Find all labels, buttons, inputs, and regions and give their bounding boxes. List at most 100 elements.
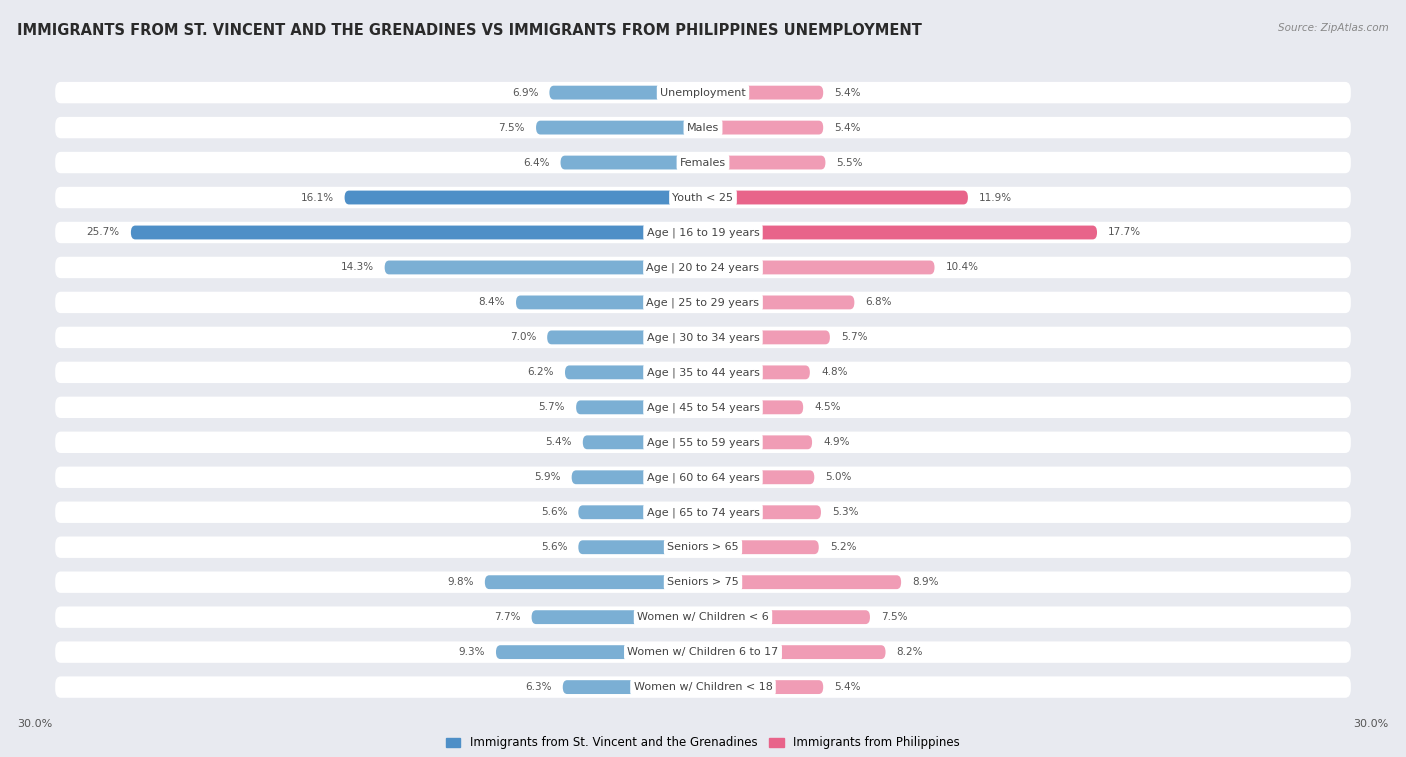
Text: 5.4%: 5.4% (834, 682, 860, 692)
FancyBboxPatch shape (496, 645, 703, 659)
Text: 5.2%: 5.2% (830, 542, 856, 552)
FancyBboxPatch shape (703, 191, 967, 204)
Text: 14.3%: 14.3% (340, 263, 374, 273)
Legend: Immigrants from St. Vincent and the Grenadines, Immigrants from Philippines: Immigrants from St. Vincent and the Gren… (441, 731, 965, 754)
FancyBboxPatch shape (485, 575, 703, 589)
Text: 9.3%: 9.3% (458, 647, 485, 657)
FancyBboxPatch shape (582, 435, 703, 449)
FancyBboxPatch shape (572, 470, 703, 484)
Text: Males: Males (688, 123, 718, 132)
FancyBboxPatch shape (550, 86, 703, 99)
FancyBboxPatch shape (703, 610, 870, 624)
Text: Age | 45 to 54 years: Age | 45 to 54 years (647, 402, 759, 413)
Text: Women w/ Children < 18: Women w/ Children < 18 (634, 682, 772, 692)
FancyBboxPatch shape (55, 327, 1351, 348)
FancyBboxPatch shape (561, 156, 703, 170)
Text: Age | 55 to 59 years: Age | 55 to 59 years (647, 437, 759, 447)
FancyBboxPatch shape (578, 506, 703, 519)
FancyBboxPatch shape (385, 260, 703, 274)
FancyBboxPatch shape (703, 226, 1097, 239)
FancyBboxPatch shape (547, 331, 703, 344)
Text: 7.7%: 7.7% (494, 612, 520, 622)
FancyBboxPatch shape (703, 435, 813, 449)
FancyBboxPatch shape (55, 291, 1351, 313)
Text: 4.9%: 4.9% (823, 438, 849, 447)
FancyBboxPatch shape (703, 645, 886, 659)
FancyBboxPatch shape (55, 362, 1351, 383)
Text: 6.8%: 6.8% (866, 298, 891, 307)
FancyBboxPatch shape (55, 431, 1351, 453)
Text: 5.6%: 5.6% (541, 542, 567, 552)
FancyBboxPatch shape (55, 152, 1351, 173)
FancyBboxPatch shape (55, 572, 1351, 593)
Text: Unemployment: Unemployment (661, 88, 745, 98)
FancyBboxPatch shape (703, 540, 818, 554)
Text: 5.5%: 5.5% (837, 157, 863, 167)
FancyBboxPatch shape (55, 82, 1351, 103)
FancyBboxPatch shape (55, 222, 1351, 243)
FancyBboxPatch shape (55, 187, 1351, 208)
Text: Age | 16 to 19 years: Age | 16 to 19 years (647, 227, 759, 238)
Text: Females: Females (681, 157, 725, 167)
Text: 6.3%: 6.3% (524, 682, 551, 692)
FancyBboxPatch shape (55, 502, 1351, 523)
Text: Age | 30 to 34 years: Age | 30 to 34 years (647, 332, 759, 343)
FancyBboxPatch shape (576, 400, 703, 414)
Text: 5.4%: 5.4% (546, 438, 572, 447)
Text: 16.1%: 16.1% (301, 192, 333, 203)
Text: 8.4%: 8.4% (478, 298, 505, 307)
FancyBboxPatch shape (703, 86, 823, 99)
Text: Source: ZipAtlas.com: Source: ZipAtlas.com (1278, 23, 1389, 33)
FancyBboxPatch shape (703, 260, 935, 274)
Text: 8.2%: 8.2% (897, 647, 924, 657)
Text: Seniors > 65: Seniors > 65 (668, 542, 738, 552)
Text: 11.9%: 11.9% (979, 192, 1012, 203)
Text: 5.3%: 5.3% (832, 507, 859, 517)
Text: 5.4%: 5.4% (834, 88, 860, 98)
FancyBboxPatch shape (55, 677, 1351, 698)
FancyBboxPatch shape (703, 156, 825, 170)
Text: 7.0%: 7.0% (509, 332, 536, 342)
Text: 25.7%: 25.7% (87, 228, 120, 238)
FancyBboxPatch shape (565, 366, 703, 379)
FancyBboxPatch shape (531, 610, 703, 624)
FancyBboxPatch shape (516, 295, 703, 310)
FancyBboxPatch shape (703, 575, 901, 589)
FancyBboxPatch shape (703, 366, 810, 379)
Text: 6.4%: 6.4% (523, 157, 550, 167)
FancyBboxPatch shape (55, 466, 1351, 488)
FancyBboxPatch shape (703, 331, 830, 344)
Text: Age | 20 to 24 years: Age | 20 to 24 years (647, 262, 759, 273)
Text: 6.9%: 6.9% (512, 88, 538, 98)
Text: 8.9%: 8.9% (912, 577, 939, 587)
Text: Age | 65 to 74 years: Age | 65 to 74 years (647, 507, 759, 518)
FancyBboxPatch shape (703, 506, 821, 519)
Text: Youth < 25: Youth < 25 (672, 192, 734, 203)
FancyBboxPatch shape (703, 120, 823, 135)
FancyBboxPatch shape (703, 681, 823, 694)
Text: 5.7%: 5.7% (538, 402, 565, 413)
FancyBboxPatch shape (55, 606, 1351, 628)
FancyBboxPatch shape (703, 295, 855, 310)
Text: 5.7%: 5.7% (841, 332, 868, 342)
FancyBboxPatch shape (55, 257, 1351, 278)
Text: Age | 25 to 29 years: Age | 25 to 29 years (647, 298, 759, 307)
Text: 5.6%: 5.6% (541, 507, 567, 517)
FancyBboxPatch shape (578, 540, 703, 554)
Text: 5.0%: 5.0% (825, 472, 852, 482)
Text: Age | 35 to 44 years: Age | 35 to 44 years (647, 367, 759, 378)
FancyBboxPatch shape (703, 400, 803, 414)
Text: 4.5%: 4.5% (814, 402, 841, 413)
Text: 5.9%: 5.9% (534, 472, 561, 482)
FancyBboxPatch shape (344, 191, 703, 204)
Text: Seniors > 75: Seniors > 75 (666, 577, 740, 587)
Text: Age | 60 to 64 years: Age | 60 to 64 years (647, 472, 759, 482)
FancyBboxPatch shape (55, 397, 1351, 418)
Text: 17.7%: 17.7% (1108, 228, 1142, 238)
Text: Women w/ Children < 6: Women w/ Children < 6 (637, 612, 769, 622)
Text: 7.5%: 7.5% (882, 612, 908, 622)
Text: 10.4%: 10.4% (946, 263, 979, 273)
Text: Women w/ Children 6 to 17: Women w/ Children 6 to 17 (627, 647, 779, 657)
FancyBboxPatch shape (131, 226, 703, 239)
FancyBboxPatch shape (562, 681, 703, 694)
